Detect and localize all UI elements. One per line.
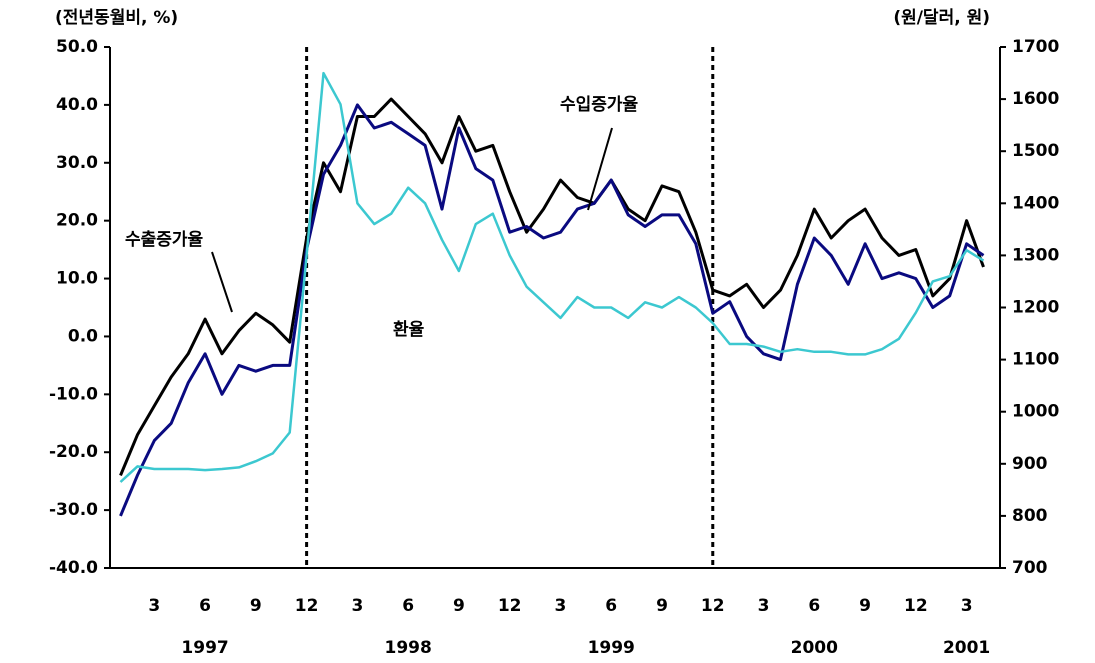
y-tick-label: 0.0 [68,326,98,346]
x-tick-label: 9 [453,596,465,616]
y-tick-label: 40.0 [56,95,98,115]
x-tick-label: 3 [555,596,567,616]
year-label: 2001 [943,638,990,658]
y2-tick-label: 700 [1012,558,1048,578]
series-label: 환율 [393,320,425,340]
y2-tick-label: 1600 [1012,89,1059,109]
y2-tick-label: 1500 [1012,141,1059,161]
y2-tick-label: 1300 [1012,245,1059,265]
y-axis-unit: (전년동월비, %) [55,8,178,28]
x-tick-label: 6 [199,596,211,616]
y2-tick-label: 1400 [1012,193,1059,213]
year-label: 1999 [588,638,635,658]
x-tick-label: 12 [498,596,522,616]
x-tick-label: 3 [961,596,973,616]
y-tick-label: 20.0 [56,211,98,231]
y2-tick-label: 1200 [1012,298,1059,318]
y2-tick-label: 1000 [1012,402,1059,422]
year-label: 2000 [791,638,838,658]
series-line [119,71,985,483]
y-tick-label: 50.0 [56,37,98,57]
x-tick-label: 6 [808,596,820,616]
y-tick-label: 10.0 [56,269,98,289]
series-line [119,103,985,517]
annotation-arrow [587,127,613,211]
y-tick-label: -40.0 [49,558,98,578]
y-tick-label: -10.0 [49,384,98,404]
y2-tick-label: 1100 [1012,350,1059,370]
y2-axis-unit: (원/달러, 원) [893,7,990,28]
x-tick-label: 12 [295,596,319,616]
x-tick-label: 12 [701,596,725,616]
series-label: 수입증가율 [560,95,639,115]
x-tick-label: 9 [656,596,668,616]
y-tick-label: -20.0 [49,442,98,462]
x-tick-label: 9 [250,596,262,616]
year-label: 1997 [181,638,228,658]
y2-tick-label: 800 [1012,506,1048,526]
y2-tick-label: 900 [1012,454,1048,474]
x-tick-label: 3 [351,596,363,616]
x-tick-label: 6 [605,596,617,616]
series-label: 수출증가율 [125,230,204,250]
x-tick-label: 6 [402,596,414,616]
x-tick-label: 3 [148,596,160,616]
y2-tick-label: 1700 [1012,37,1059,57]
annotation-arrow [211,251,233,313]
year-label: 1998 [384,638,431,658]
x-tick-label: 12 [904,596,928,616]
series-line [119,97,985,476]
x-tick-label: 3 [758,596,770,616]
x-tick-label: 9 [859,596,871,616]
y-tick-label: 30.0 [56,153,98,173]
y-tick-label: -30.0 [49,500,98,520]
